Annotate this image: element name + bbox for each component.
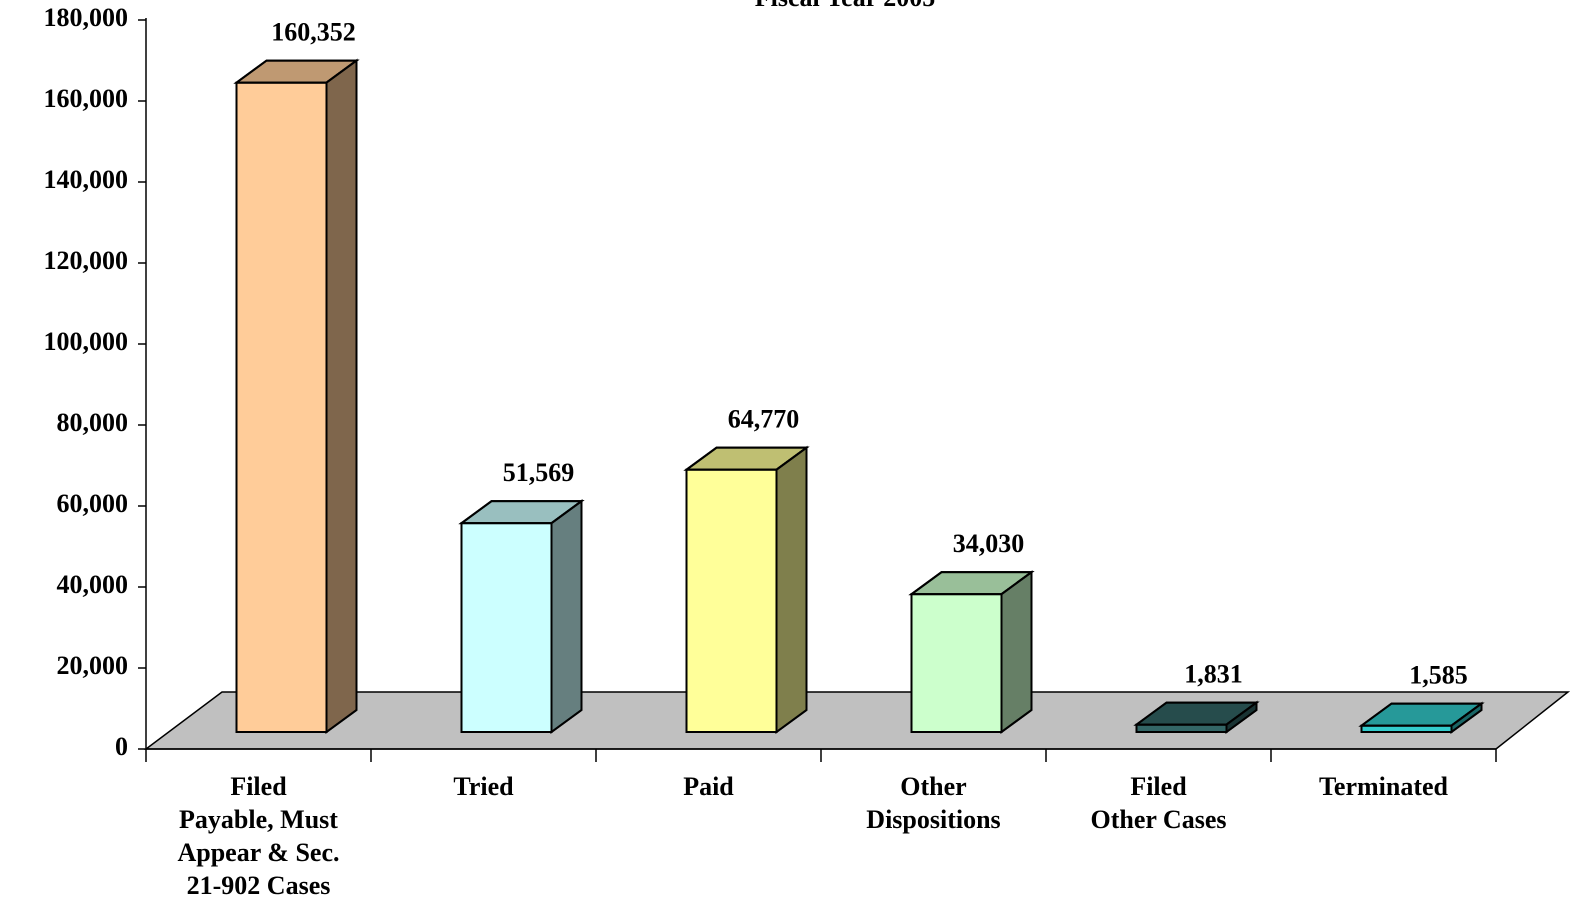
- bar-face: [1225, 700, 1258, 734]
- y-tick-label: 140,000: [44, 165, 129, 194]
- bar: [458, 499, 585, 734]
- bar: [233, 58, 360, 734]
- value-label: 51,569: [503, 458, 575, 487]
- bar-face: [325, 58, 358, 734]
- y-tick-label: 60,000: [57, 489, 129, 518]
- x-tick-label: Other Dispositions: [866, 772, 1001, 834]
- bar-face: [550, 499, 583, 734]
- y-tick-label: 160,000: [44, 84, 129, 113]
- bar-face: [1450, 701, 1483, 734]
- value-label: 160,352: [271, 18, 356, 47]
- bar-face: [910, 593, 1003, 733]
- y-tick-label: 100,000: [44, 327, 129, 356]
- y-tick-label: 20,000: [57, 651, 129, 680]
- value-label: 64,770: [728, 405, 800, 434]
- y-tick-label: 180,000: [44, 3, 129, 32]
- y-tick-label: 120,000: [44, 246, 129, 275]
- y-tick-label: 40,000: [57, 570, 129, 599]
- bar-face: [685, 468, 778, 733]
- bar-face: [775, 445, 808, 734]
- bar: [1358, 701, 1485, 734]
- bar-face: [1135, 723, 1228, 733]
- bar: [908, 570, 1035, 734]
- x-tick-label: Terminated: [1318, 772, 1449, 801]
- x-tick-label: Tried: [453, 772, 514, 801]
- bar-face: [1000, 570, 1033, 734]
- x-tick-label: Paid: [683, 772, 734, 801]
- value-label: 1,585: [1409, 661, 1468, 690]
- bar: [1133, 700, 1260, 734]
- bar-face: [235, 81, 328, 733]
- bar: [683, 445, 810, 734]
- x-tick-label: Filed Payable, Must Appear & Sec. 21-902…: [177, 772, 340, 900]
- value-label: 1,831: [1184, 660, 1243, 689]
- y-tick-label: 80,000: [57, 408, 129, 437]
- value-label: 34,030: [953, 529, 1025, 558]
- bar-face: [460, 522, 553, 733]
- chart-title: Fiscal Year 2005: [755, 0, 936, 12]
- y-tick-label: 0: [115, 732, 128, 761]
- floor: [143, 691, 1571, 750]
- x-tick-label: Filed Other Cases: [1090, 772, 1227, 834]
